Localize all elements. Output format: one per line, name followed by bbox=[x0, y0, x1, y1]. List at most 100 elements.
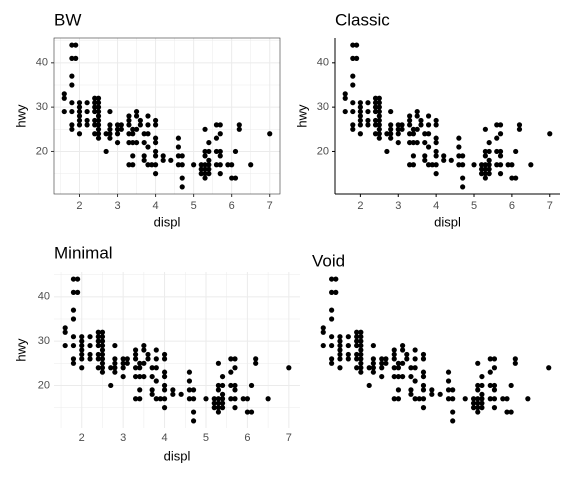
point bbox=[412, 396, 418, 402]
point bbox=[157, 396, 164, 402]
point bbox=[202, 175, 208, 181]
point bbox=[482, 162, 488, 168]
point bbox=[161, 382, 168, 389]
point bbox=[79, 356, 85, 362]
point bbox=[114, 126, 121, 132]
point bbox=[149, 391, 155, 397]
point bbox=[372, 95, 379, 101]
point bbox=[95, 104, 102, 110]
point bbox=[95, 122, 102, 128]
point bbox=[456, 144, 462, 150]
point bbox=[107, 122, 113, 128]
point bbox=[248, 382, 255, 389]
point bbox=[161, 405, 168, 411]
point bbox=[145, 356, 151, 362]
point bbox=[133, 139, 140, 146]
x-tick-label: 2 bbox=[357, 200, 363, 212]
point bbox=[370, 369, 376, 375]
point bbox=[70, 316, 77, 322]
point bbox=[383, 356, 389, 362]
point bbox=[112, 356, 118, 362]
point bbox=[482, 153, 488, 159]
point bbox=[152, 148, 159, 155]
point bbox=[337, 347, 343, 353]
point bbox=[388, 126, 394, 132]
point bbox=[420, 405, 427, 411]
point bbox=[62, 329, 68, 335]
point bbox=[202, 153, 208, 159]
point bbox=[206, 171, 212, 177]
point bbox=[475, 409, 481, 415]
point bbox=[108, 382, 114, 389]
point bbox=[84, 117, 90, 124]
point bbox=[145, 122, 151, 128]
point bbox=[95, 100, 102, 106]
point bbox=[69, 122, 75, 128]
point bbox=[460, 162, 466, 168]
point bbox=[358, 342, 364, 349]
point bbox=[320, 342, 326, 349]
point bbox=[103, 148, 109, 155]
point bbox=[108, 365, 114, 371]
point bbox=[345, 351, 351, 358]
point bbox=[486, 162, 492, 168]
point bbox=[486, 166, 492, 172]
point bbox=[202, 171, 208, 177]
point bbox=[178, 391, 184, 397]
point bbox=[372, 100, 379, 106]
point bbox=[244, 396, 251, 402]
x-tick-label: 4 bbox=[153, 200, 159, 212]
point bbox=[383, 360, 389, 366]
point bbox=[130, 139, 136, 146]
point bbox=[132, 347, 139, 353]
point bbox=[354, 334, 360, 340]
point bbox=[118, 126, 124, 132]
point bbox=[450, 418, 456, 424]
point bbox=[388, 131, 394, 137]
point bbox=[153, 396, 159, 402]
point bbox=[190, 387, 197, 393]
point bbox=[494, 122, 500, 128]
point bbox=[152, 139, 159, 146]
point bbox=[486, 171, 492, 177]
x-tick-label: 6 bbox=[229, 200, 235, 212]
point bbox=[470, 405, 477, 411]
x-tick-label: 6 bbox=[509, 200, 515, 212]
point bbox=[152, 153, 159, 159]
point bbox=[161, 356, 168, 362]
point bbox=[198, 166, 204, 172]
point bbox=[69, 82, 75, 88]
point bbox=[137, 365, 143, 371]
point bbox=[478, 166, 485, 172]
point bbox=[388, 122, 394, 128]
point bbox=[126, 113, 132, 119]
point bbox=[191, 162, 197, 168]
point bbox=[357, 113, 363, 119]
panel: 2 3 4 5 6 7 20 30 40 BW displ hwy bbox=[13, 10, 281, 229]
point bbox=[342, 108, 348, 115]
x-axis-label: displ bbox=[164, 448, 191, 463]
point bbox=[206, 148, 212, 155]
point bbox=[366, 382, 372, 389]
point bbox=[179, 153, 185, 159]
point bbox=[92, 104, 98, 110]
point bbox=[112, 365, 118, 371]
point bbox=[358, 329, 364, 335]
x-axis-label: displ bbox=[434, 214, 461, 229]
point bbox=[132, 365, 139, 371]
point bbox=[333, 276, 339, 282]
point bbox=[232, 387, 238, 393]
point bbox=[456, 135, 462, 141]
point bbox=[73, 42, 79, 48]
point bbox=[95, 131, 102, 137]
point bbox=[229, 175, 235, 181]
point bbox=[420, 373, 427, 380]
point bbox=[141, 131, 147, 137]
point bbox=[422, 139, 428, 146]
point bbox=[508, 382, 514, 389]
point bbox=[92, 95, 98, 101]
point bbox=[145, 144, 151, 150]
point bbox=[370, 342, 376, 349]
point bbox=[384, 131, 390, 137]
